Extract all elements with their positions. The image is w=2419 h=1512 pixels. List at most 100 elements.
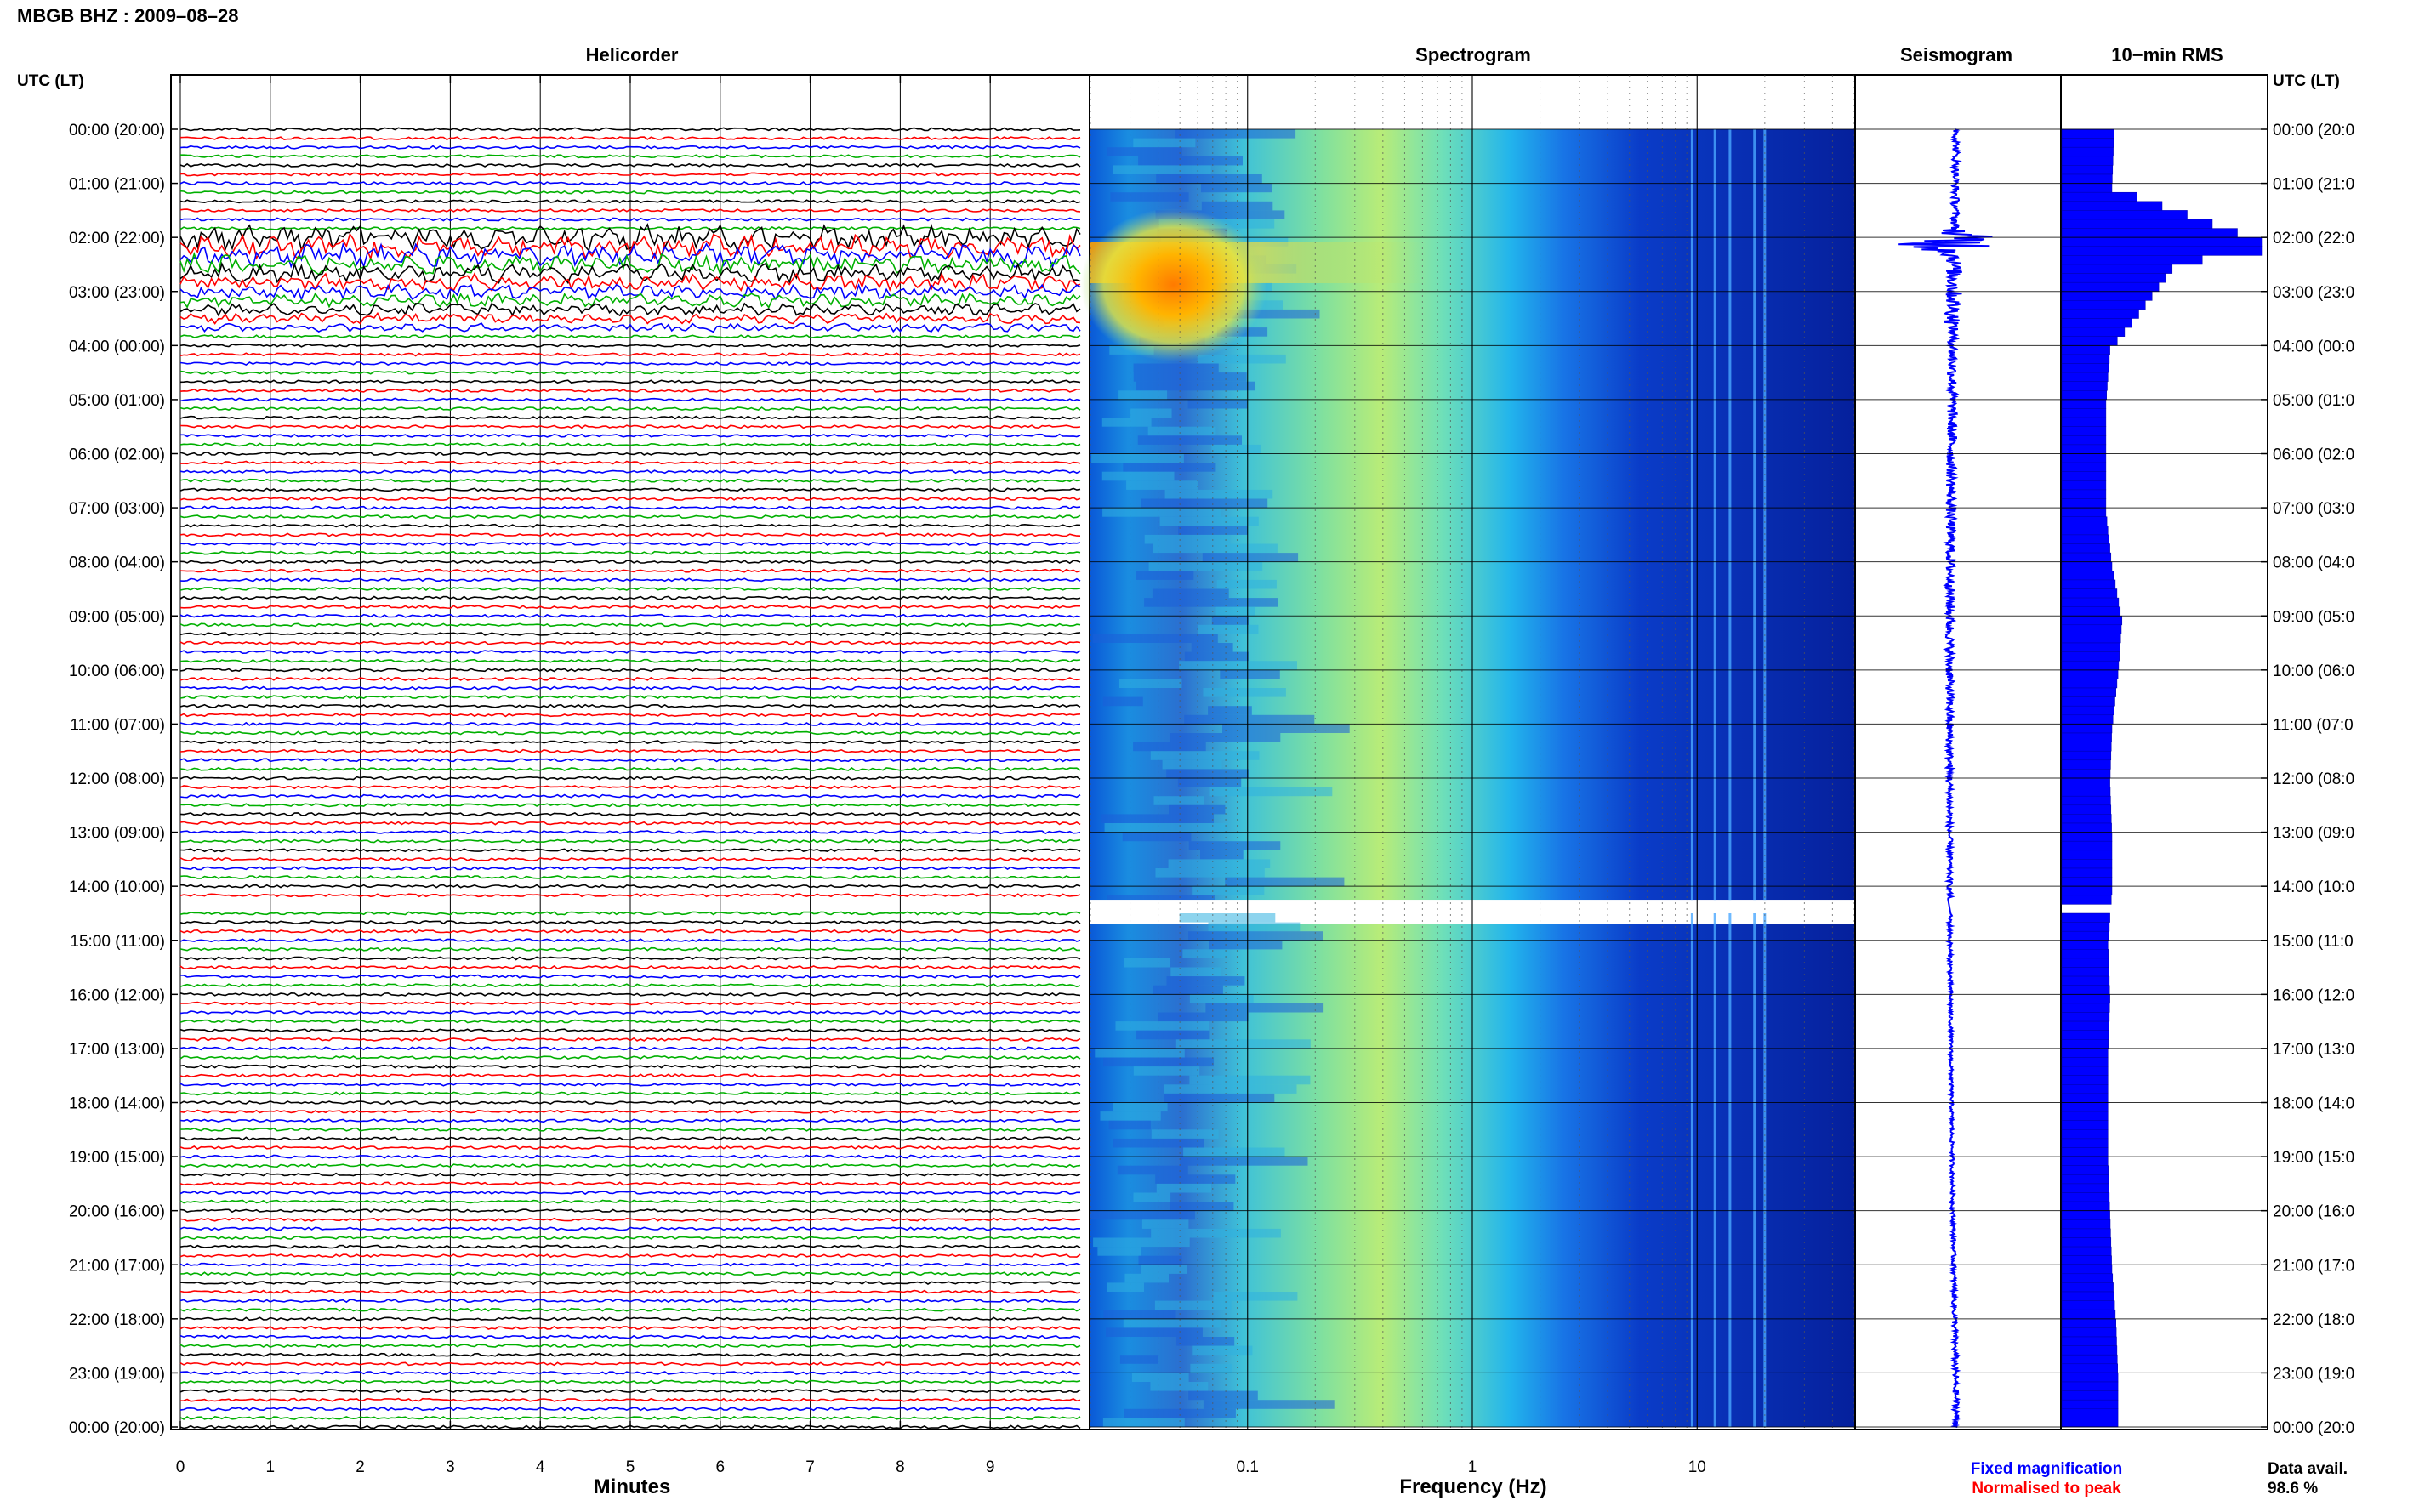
minute-tick-label: 5 [626, 1458, 635, 1476]
spectrogram-row-texture [1166, 769, 1249, 778]
hour-label-left: 00:00 (20:00) [69, 1419, 165, 1437]
rms-bar [2061, 1390, 2119, 1401]
rms-bar [2061, 561, 2113, 571]
spectrogram-row-texture [1090, 1210, 1195, 1220]
spectrogram-row-texture [1211, 616, 1249, 625]
helicorder-trace-line [179, 442, 1081, 447]
spectrogram-row-texture [1192, 886, 1265, 895]
helicorder-trace-line [180, 154, 1081, 159]
rms-bar [2061, 372, 2109, 382]
rms-bar [2061, 138, 2114, 148]
hour-label-right: 17:00 (13:0 [2273, 1041, 2354, 1059]
hour-label-left: 08:00 (04:00) [69, 554, 165, 572]
helicorder-trace-line [179, 1127, 1081, 1132]
spectrogram-row-texture [1108, 1120, 1151, 1130]
spectrogram-row-texture [1220, 669, 1280, 679]
spectrogram-row-texture [1208, 706, 1252, 715]
helicorder-trace-line [179, 730, 1081, 736]
hour-label-right: 00:00 (20:0 [2273, 1419, 2354, 1437]
rms-bar [2061, 606, 2121, 617]
spectrogram-row-texture [1156, 174, 1262, 184]
rms-bar [2061, 399, 2107, 409]
helicorder-trace-line [179, 811, 1081, 816]
rms-bar [2061, 354, 2110, 364]
hour-label-left: 20:00 (16:00) [69, 1203, 165, 1221]
rms-bar [2061, 1210, 2110, 1220]
rms-bar [2061, 885, 2113, 896]
rms-bar [2061, 210, 2188, 220]
spectrogram-row-texture [1155, 1174, 1236, 1184]
spectrogram-row-texture [1137, 435, 1242, 445]
spectrogram-row-texture [1101, 471, 1175, 481]
legend-normalised-to-peak: Normalised to peak [1972, 1480, 2121, 1498]
rms-bar [2061, 616, 2123, 626]
helicorder-trace-line [179, 1307, 1081, 1312]
spectrogram-row-texture [1203, 688, 1286, 697]
rms-bar [2061, 1237, 2112, 1248]
helicorder-trace-line [179, 352, 1081, 357]
helicorder-trace-line [179, 946, 1080, 952]
rms-bar [2061, 435, 2107, 446]
rms-bar [2061, 1066, 2109, 1076]
spectrogram-row-texture [1133, 1066, 1200, 1076]
spectrogram-row-texture [1182, 949, 1230, 958]
helicorder-trace-line [179, 1299, 1081, 1304]
spectrogram-row-texture [1123, 463, 1216, 472]
rms-bar [2061, 588, 2118, 599]
rms-bar [2061, 877, 2113, 887]
spectrogram-row-texture [1141, 1265, 1187, 1274]
helicorder-trace-line [179, 766, 1081, 771]
spectrogram-row-texture [1155, 210, 1285, 219]
hour-labels-right: 00:00 (20:0 01:00 (21:0 02:00 (22:0 03:00 (… [2273, 122, 2354, 1437]
spectrogram-row-texture [1133, 742, 1206, 752]
helicorder-trace-line [179, 1046, 1081, 1051]
spectrogram-row-texture [1213, 1292, 1298, 1301]
rms-bar [2061, 750, 2112, 761]
rms-bar [2061, 1408, 2119, 1418]
helicorder-trace-line [179, 415, 1081, 420]
spectrogram-row-texture [1202, 553, 1299, 562]
helicorder-trace-line [179, 397, 1081, 402]
time-header-left: UTC (LT) [17, 72, 84, 90]
seismogram-trace [1898, 128, 1993, 1428]
helicorder-trace-line [179, 1055, 1081, 1060]
helicorder-trace-line [179, 1244, 1081, 1249]
helicorder-trace-line [179, 838, 1081, 844]
rms-bar [2061, 426, 2107, 436]
spectrogram-row-texture [1170, 1202, 1234, 1211]
spectrogram-row-texture [1188, 841, 1281, 850]
rms-bar [2061, 579, 2116, 589]
time-header-right: UTC (LT) [2273, 72, 2340, 90]
spectrogram-row-texture [1144, 598, 1278, 607]
rms-bar [2061, 958, 2109, 968]
spectrogram-row-texture [1184, 651, 1249, 662]
hour-label-right: 03:00 (23:0 [2273, 284, 2354, 302]
hour-label-left: 02:00 (22:00) [69, 230, 165, 247]
rms-bar [2061, 471, 2107, 481]
helicorder-trace-line [179, 1262, 1081, 1267]
helicorder-trace-line [179, 1109, 1081, 1114]
rms-bar [2061, 1373, 2119, 1383]
helicorder-trace-line [179, 793, 1081, 799]
rms-bar [2061, 1201, 2110, 1211]
helicorder-trace-line [179, 478, 1081, 483]
rms-bar [2061, 769, 2111, 779]
helicorder-trace-line [179, 487, 1081, 492]
spectrogram-row-texture [1155, 868, 1265, 878]
helicorder-trace-line [179, 965, 1081, 970]
rms-bar [2061, 1093, 2109, 1103]
rms-bar [2061, 1039, 2109, 1049]
hour-label-left: 06:00 (02:00) [69, 446, 165, 464]
spectrogram-row-texture [1138, 156, 1243, 166]
helicorder-trace-line [179, 803, 1081, 808]
rms-bar [2061, 1147, 2109, 1157]
spectrogram-row-texture [1176, 1337, 1235, 1346]
rms-bar [2061, 912, 2110, 923]
spectrogram-row-texture [1215, 606, 1255, 617]
spectrogram-row-texture [1150, 751, 1260, 760]
helicorder-trace-line [179, 632, 1081, 636]
helicorder-trace-line [179, 577, 1081, 583]
rms-bar [2061, 1345, 2118, 1356]
rms-bar [2061, 281, 2160, 293]
helicorder-trace-line [179, 1271, 1081, 1276]
